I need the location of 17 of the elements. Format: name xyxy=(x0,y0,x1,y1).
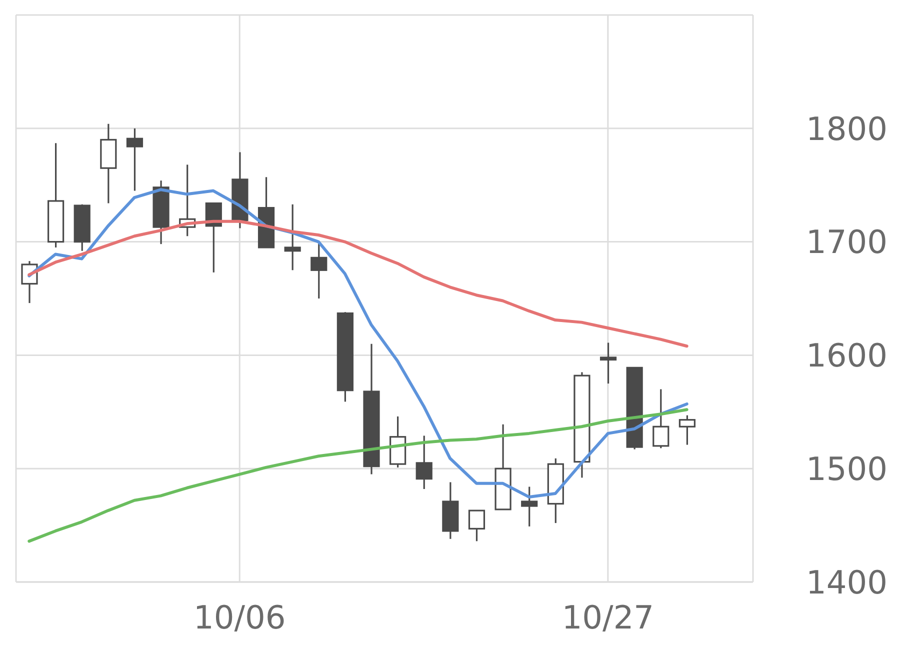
candlestick xyxy=(521,486,538,528)
y-tick-label: 1600 xyxy=(806,336,888,375)
candlestick xyxy=(600,342,617,384)
candlestick xyxy=(310,242,328,300)
y-tick-label: 1500 xyxy=(806,450,888,488)
x-tick-label: 10/06 xyxy=(194,598,286,637)
candlestick xyxy=(284,204,301,271)
x-tick-label: 10/27 xyxy=(562,598,654,637)
candlestick xyxy=(678,414,696,446)
candlestick xyxy=(416,434,432,490)
line-series xyxy=(28,408,688,543)
candlestick xyxy=(652,388,670,449)
candlestick xyxy=(126,128,144,192)
candlestick xyxy=(468,510,486,542)
y-tick-label: 1800 xyxy=(806,110,888,148)
y-tick-label: 1700 xyxy=(806,223,888,262)
y-tick-label: 1400 xyxy=(806,563,888,602)
